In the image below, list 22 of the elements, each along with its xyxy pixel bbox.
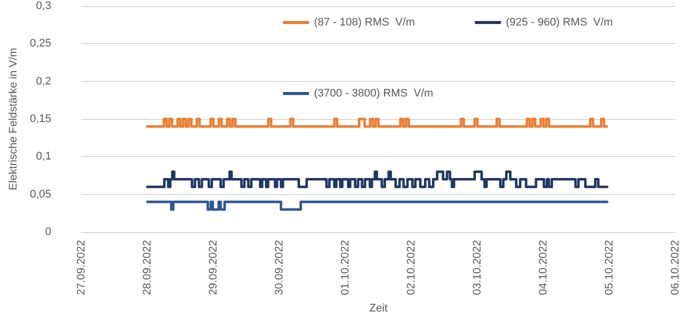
x-tick-label: 27.09.2022 [75,240,88,296]
x-tick-label: 28.09.2022 [141,240,154,296]
y-tick-label: 0,25 [30,38,52,50]
legend-label: (925 - 960) RMS V/m [506,16,613,28]
x-tick-label: 06.10.2022 [670,240,681,296]
y-tick-label: 0 [45,226,52,238]
legend-label: (87 - 108) RMS V/m [314,16,415,28]
y-tick-label: 0,15 [30,113,52,126]
x-tick-label: 02.10.2022 [405,240,418,296]
y-tick-label: 0,3 [36,0,52,12]
y-tick-label: 0,2 [36,75,52,88]
y-tick-label: 0,1 [36,150,52,163]
y-tick-label: 0,05 [30,188,52,200]
x-tick-label: 04.10.2022 [537,240,550,296]
x-tick-label: 05.10.2022 [603,240,616,296]
x-tick-label: 30.09.2022 [273,240,286,296]
x-tick-label: 01.10.2022 [339,240,352,296]
y-axis-title: Elektrische Feldstärke in V/m [8,48,20,190]
legend-label: (3700 - 3800) RMS V/m [314,88,434,100]
x-tick-label: 03.10.2022 [471,240,484,296]
x-axis-title: Zeit [369,302,388,314]
x-tick-label: 29.09.2022 [207,240,220,296]
